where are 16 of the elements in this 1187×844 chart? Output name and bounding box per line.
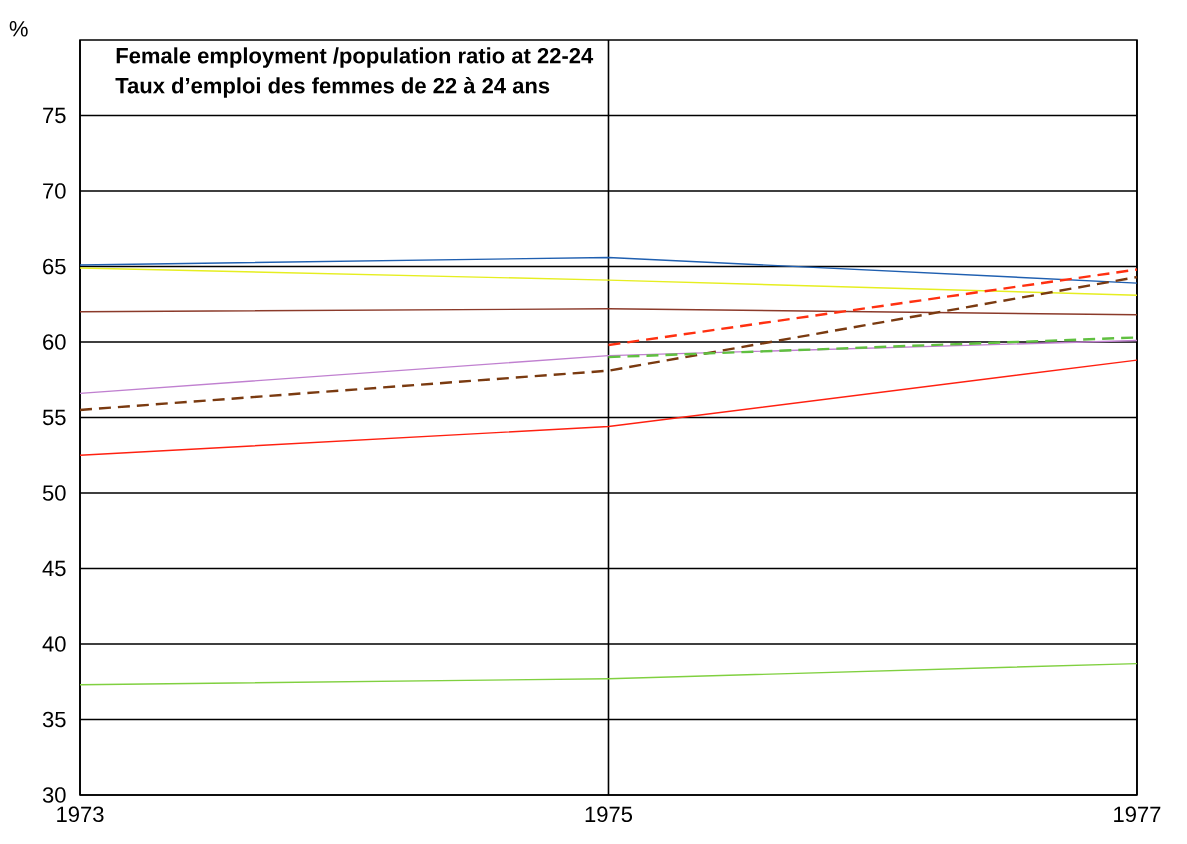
x-tick-label: 1977 [1114, 806, 1161, 823]
y-tick-label: 65 [43, 258, 66, 275]
y-axis-title: % [9, 21, 28, 37]
y-tick-label: 55 [42, 409, 66, 426]
x-tick-label: 1973 [57, 806, 104, 823]
y-tick-label: 50 [42, 485, 66, 501]
y-tick-label: 70 [43, 183, 66, 199]
text: Taux d’emploi des femmes de 22 à 24 ans [115, 77, 550, 98]
y-tick-label: 35 [42, 711, 66, 728]
y-tick-label: 45 [42, 560, 66, 577]
y-tick-label: 60 [43, 334, 66, 350]
y-tick-label: 30 [42, 787, 66, 803]
y-tick-label: 75 [43, 107, 66, 124]
chart-title: Female employment /population ratio at 22-24 [116, 47, 594, 68]
x-tick-label: 1975 [585, 806, 633, 823]
y-tick-label: 40 [42, 636, 66, 652]
